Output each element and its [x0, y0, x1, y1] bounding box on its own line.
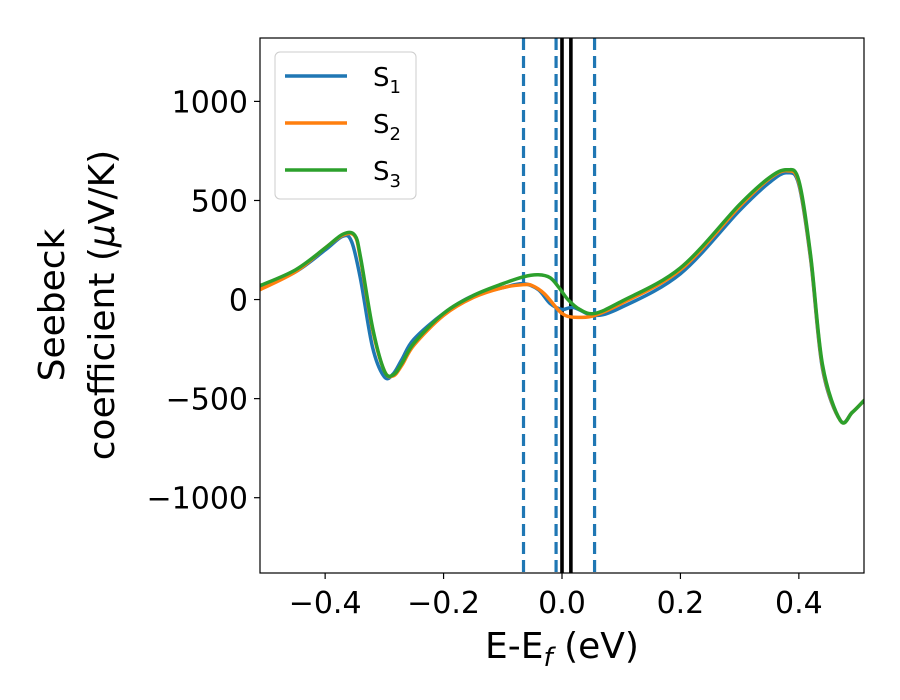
y-tick-label: 500: [191, 184, 248, 219]
y-axis: 1000 500 0 −500 −1000: [147, 85, 260, 517]
x-axis: −0.4 −0.2 0.0 0.2 0.4: [289, 573, 823, 621]
y-axis-label-line2: coefficient (μV/K): [82, 150, 123, 460]
x-axis-label: E-Ef (eV): [485, 626, 639, 673]
legend: S1 S2 S3: [274, 51, 417, 200]
y-tick-label: 1000: [172, 85, 248, 120]
legend-label-1: S1: [373, 63, 401, 98]
y-tick-label: −500: [166, 383, 248, 418]
x-tick-label: −0.2: [407, 586, 480, 621]
y-axis-label-mu: μ: [82, 224, 123, 248]
x-tick-label: 0.2: [657, 586, 705, 621]
x-axis-label-unit: (eV): [553, 626, 639, 667]
legend-label-2: S2: [373, 110, 401, 145]
y-axis-label-line1: Seebeck: [32, 228, 73, 381]
x-tick-label: 0.0: [538, 586, 586, 621]
legend-box: [274, 51, 417, 200]
x-tick-label: −0.4: [289, 586, 362, 621]
y-axis-label: Seebeck coefficient (μV/K): [32, 150, 123, 460]
plot-area: [260, 38, 864, 573]
y-axis-label-suffix: V/K): [82, 150, 123, 224]
x-axis-label-main: E-E: [485, 626, 543, 667]
series-line-3: [260, 167, 864, 425]
legend-label-3: S3: [373, 157, 401, 192]
y-tick-label: −1000: [147, 482, 248, 517]
y-axis-label-prefix: coefficient (: [82, 247, 123, 460]
x-tick-label: 0.4: [775, 586, 823, 621]
y-tick-label: 0: [229, 284, 248, 319]
